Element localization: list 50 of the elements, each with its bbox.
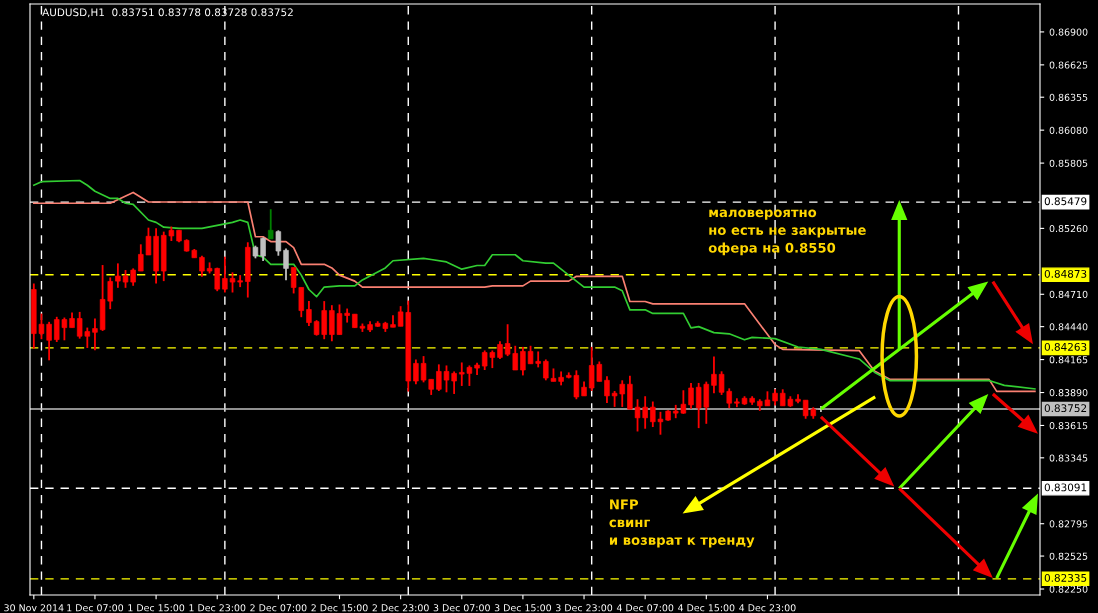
candlestick — [92, 317, 98, 352]
y-tick-label: 0.86355 — [1049, 93, 1088, 101]
candlestick — [275, 229, 282, 257]
x-tick-label: 2 Dec 07:00 — [250, 604, 307, 612]
candlestick — [283, 247, 289, 282]
candlestick — [604, 375, 610, 404]
annotation: маловероятно но есть не закрытые офера на 0.8550 — [708, 209, 866, 256]
chart-title: AUDUSD,H1 0.83751 0.83778 0.83728 0.83752 — [42, 8, 293, 18]
ref-line-label: 0.83752 — [1044, 404, 1087, 413]
y-tick-label: 0.86900 — [1049, 28, 1088, 36]
ref-line-label: 0.84263 — [1044, 342, 1087, 351]
y-tick-label: 0.83890 — [1049, 389, 1088, 397]
candlestick — [115, 262, 121, 289]
candlestick — [46, 320, 52, 362]
ref-line-label: 0.85479 — [1044, 197, 1087, 206]
candlestick — [268, 208, 274, 240]
y-tick-label: 0.86080 — [1049, 126, 1088, 134]
candlestick — [688, 382, 694, 410]
y-tick-label: 0.86625 — [1049, 61, 1088, 69]
x-tick-label: 2 Dec 15:00 — [311, 604, 368, 612]
y-tick-label: 0.82525 — [1049, 552, 1088, 560]
y-tick-label: 0.82795 — [1049, 520, 1088, 528]
x-tick-label: 4 Dec 15:00 — [678, 604, 735, 612]
ref-line-label: 0.83091 — [1044, 483, 1087, 492]
candlestick — [306, 300, 312, 327]
x-tick-label: 4 Dec 07:00 — [616, 604, 674, 612]
y-tick-label: 0.85260 — [1049, 224, 1088, 233]
x-tick-label: 3 Dec 23:00 — [556, 604, 613, 612]
y-tick-label: 0.84165 — [1049, 356, 1088, 364]
x-tick-label: 1 Dec 07:00 — [67, 604, 124, 612]
candlestick — [199, 254, 205, 278]
ref-line-label: 0.84873 — [1044, 269, 1087, 278]
x-tick-label: 3 Dec 15:00 — [494, 604, 552, 612]
candlestick — [413, 358, 419, 386]
y-tick-label: 0.82250 — [1049, 585, 1088, 593]
y-tick-label: 0.83615 — [1049, 422, 1088, 430]
x-tick-label: 4 Dec 23:00 — [739, 604, 796, 612]
x-tick-label: 1 Dec 15:00 — [128, 604, 185, 612]
x-tick-label: 1 Dec 23:00 — [189, 604, 246, 612]
y-tick-label: 0.83345 — [1049, 454, 1088, 462]
x-tick-label: 2 Dec 23:00 — [372, 604, 429, 612]
candlestick — [520, 345, 526, 377]
y-tick-label: 0.84710 — [1049, 290, 1088, 299]
annotation: NFP свинг и возврат к тренду — [609, 499, 755, 548]
ref-line-label: 0.82335 — [1044, 573, 1087, 582]
candlestick — [711, 355, 717, 395]
x-tick-label: 3 Dec 07:00 — [433, 604, 490, 612]
y-tick-label: 0.84440 — [1049, 323, 1088, 331]
x-tick-label: 30 Nov 2014 — [4, 604, 64, 612]
y-tick-label: 0.85805 — [1049, 159, 1088, 167]
